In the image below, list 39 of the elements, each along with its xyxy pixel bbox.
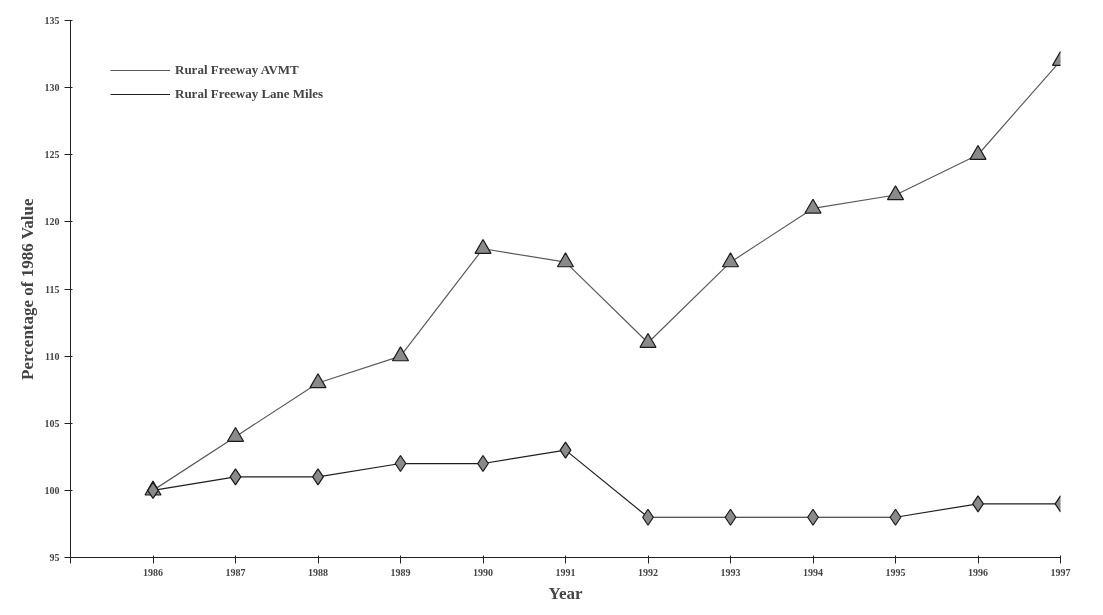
x-tick-label: 1986	[143, 566, 163, 578]
point	[889, 508, 902, 526]
y-tick-label: 130	[44, 82, 60, 94]
point	[639, 332, 657, 348]
point	[724, 508, 737, 526]
point	[804, 198, 822, 214]
y-tick-label: 105	[44, 417, 60, 429]
y-tick-label: 125	[44, 149, 60, 161]
x-tick-label: 1987	[225, 566, 246, 578]
y-tick-label: 95	[49, 552, 60, 563]
x-tick-label: 1988	[308, 566, 328, 578]
point	[559, 441, 572, 459]
y-tick-label: 120	[44, 216, 60, 228]
x-tick-label: 1992	[638, 566, 658, 578]
x-tick-label: 1996	[968, 566, 988, 578]
legend-label: Rural Freeway Lane Miles	[175, 86, 324, 102]
y-tick-label: 100	[44, 484, 60, 496]
x-tick-label: 1994	[803, 566, 823, 578]
x-tick-label: 1993	[720, 566, 741, 578]
point	[969, 144, 987, 160]
point	[474, 238, 492, 254]
x-tick-label: 1989	[390, 566, 411, 578]
x-axis-title: Year	[548, 583, 583, 603]
x-tick-label: 1991	[555, 566, 576, 578]
y-axis-title: Percentage of 1986 Value	[17, 197, 37, 380]
x-tick-label: 1995	[885, 566, 906, 578]
x-tick-label: 1997	[1050, 566, 1071, 578]
point	[556, 252, 575, 268]
y-tick-label: 135	[44, 15, 60, 26]
x-tick-label: 1990	[473, 566, 493, 578]
point	[309, 373, 327, 389]
legend-label: Rural Freeway AVMT	[175, 62, 299, 78]
point	[229, 468, 242, 486]
point	[721, 252, 740, 268]
y-tick-label: 110	[45, 350, 60, 362]
point	[226, 426, 245, 442]
point	[391, 346, 410, 362]
y-tick-label: 115	[45, 283, 60, 295]
point	[886, 185, 905, 201]
